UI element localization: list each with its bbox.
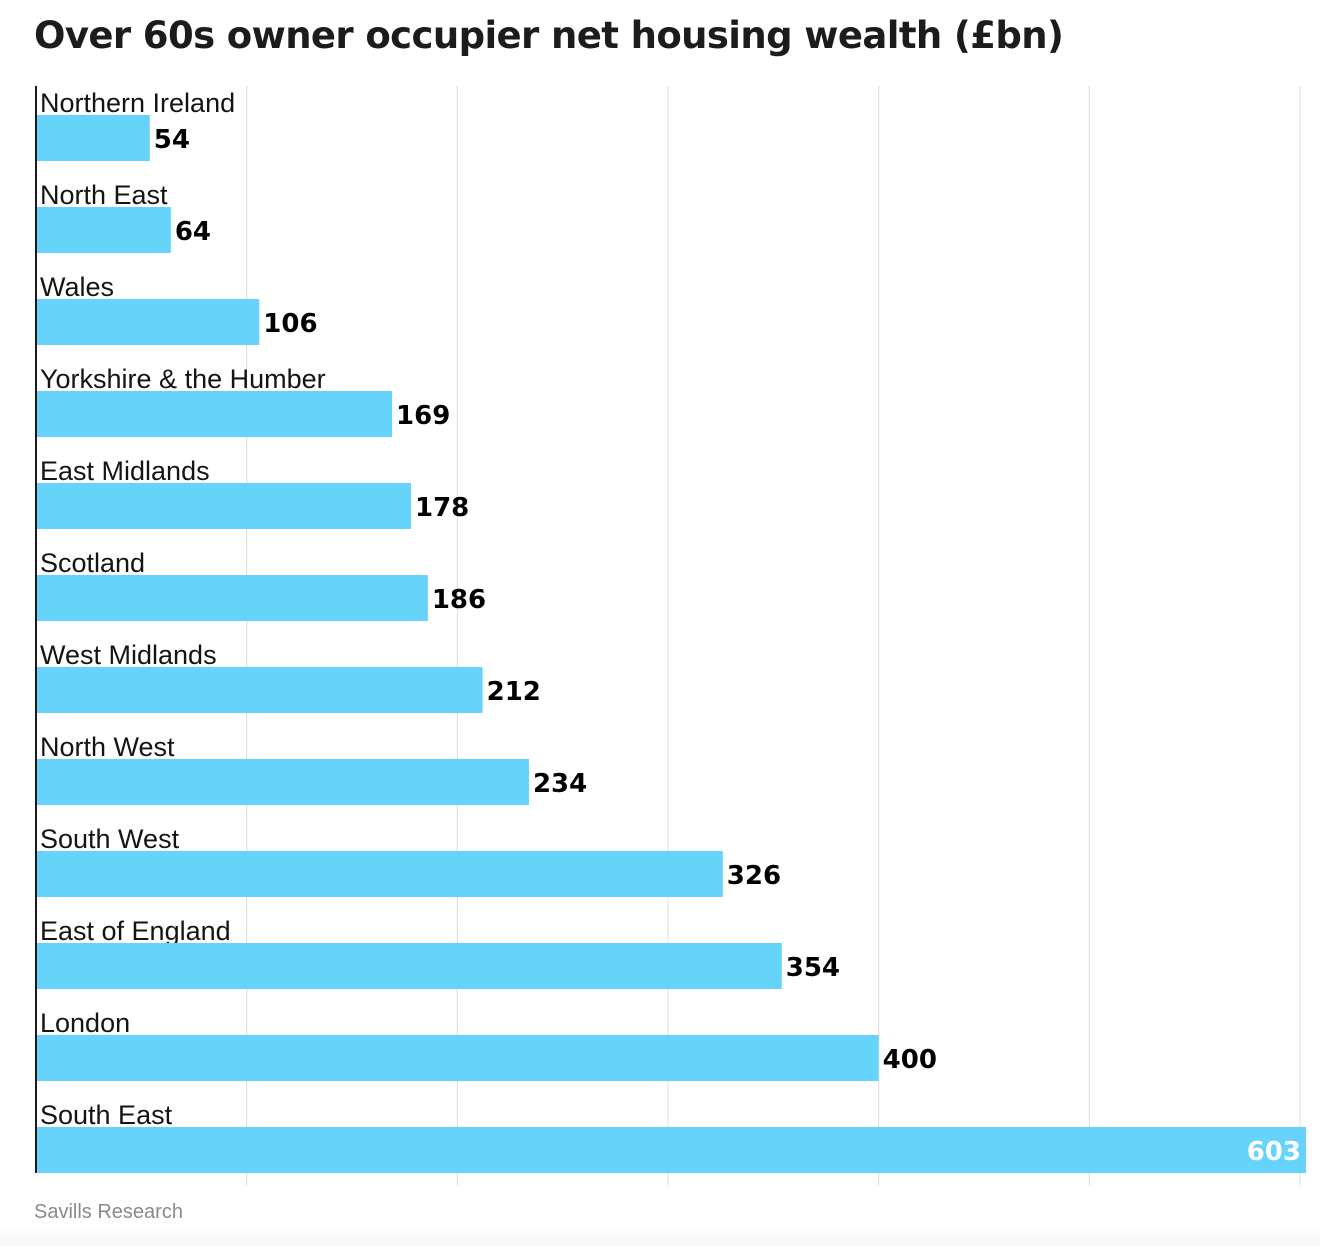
bar (36, 483, 411, 529)
bar (36, 759, 529, 805)
value-label: 64 (175, 217, 211, 247)
source-note: Savills Research (34, 1201, 183, 1223)
value-label: 106 (263, 309, 317, 339)
value-label: 186 (432, 585, 486, 615)
bar (36, 1035, 879, 1081)
value-label: 54 (154, 125, 190, 155)
category-label: Northern Ireland (40, 88, 235, 118)
value-label: 212 (487, 677, 541, 707)
value-label: 169 (396, 401, 450, 431)
category-label: Yorkshire & the Humber (40, 364, 326, 394)
value-label: 178 (415, 493, 469, 523)
bar (36, 851, 723, 897)
category-label: Wales (40, 272, 114, 302)
value-label: 400 (883, 1045, 937, 1075)
value-label: 354 (786, 953, 840, 983)
bar (36, 1127, 1306, 1173)
bar (36, 299, 260, 345)
chart-title: Over 60s owner occupier net housing weal… (34, 14, 1064, 57)
category-label: East of England (40, 916, 231, 946)
bar (36, 943, 782, 989)
value-label: 234 (533, 769, 587, 799)
bar (36, 575, 428, 621)
category-label: London (40, 1008, 130, 1038)
value-label: 326 (727, 861, 781, 891)
category-label: North East (40, 180, 168, 210)
category-label: South West (40, 824, 180, 854)
footer-band (0, 1222, 1320, 1246)
category-label: Scotland (40, 548, 145, 578)
bar (36, 115, 150, 161)
value-label: 603 (1247, 1137, 1301, 1167)
bar (36, 391, 393, 437)
category-label: East Midlands (40, 456, 210, 486)
category-label: West Midlands (40, 640, 217, 670)
category-label: South East (40, 1100, 173, 1130)
bar (36, 667, 483, 713)
category-label: North West (40, 732, 175, 762)
bar (36, 207, 171, 253)
